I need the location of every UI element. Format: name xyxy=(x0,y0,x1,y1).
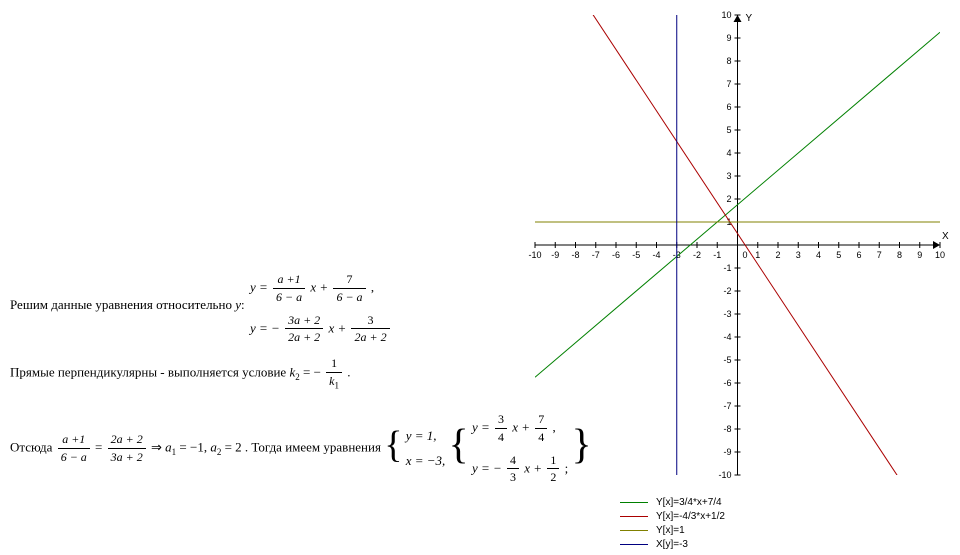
svg-text:-7: -7 xyxy=(723,401,731,411)
system-2a: y = 1, x = −3, xyxy=(406,424,446,472)
svg-text:5: 5 xyxy=(726,125,731,135)
svg-text:-8: -8 xyxy=(723,424,731,434)
legend-swatch xyxy=(620,544,648,545)
svg-text:-4: -4 xyxy=(652,250,660,260)
legend-swatch xyxy=(620,530,648,531)
svg-text:6: 6 xyxy=(856,250,861,260)
svg-text:-6: -6 xyxy=(612,250,620,260)
svg-text:-10: -10 xyxy=(528,250,541,260)
svg-text:4: 4 xyxy=(816,250,821,260)
text-line-2: Прямые перпендикулярны - выполняется усл… xyxy=(10,355,350,392)
svg-text:5: 5 xyxy=(836,250,841,260)
svg-text:-4: -4 xyxy=(723,332,731,342)
svg-text:-2: -2 xyxy=(723,286,731,296)
line3-pre: Отсюда xyxy=(10,440,56,455)
legend-item: Y[x]=3/4*x+7/4 xyxy=(620,495,725,509)
svg-text:X: X xyxy=(942,231,949,242)
svg-text:3: 3 xyxy=(726,171,731,181)
legend-swatch xyxy=(620,502,648,503)
line1-pre: Решим данные уравнения относительно xyxy=(10,297,235,312)
svg-text:2: 2 xyxy=(726,194,731,204)
legend-swatch xyxy=(620,516,648,517)
page: Решим данные уравнения относительно y: y… xyxy=(0,0,960,555)
line1-post: : xyxy=(241,297,245,312)
svg-text:-10: -10 xyxy=(718,470,731,480)
svg-text:-5: -5 xyxy=(723,355,731,365)
svg-text:-1: -1 xyxy=(723,263,731,273)
eq-row-2: y = − 3a + 22a + 2 x + 32a + 2 xyxy=(250,309,392,350)
legend-label: X[y]=-3 xyxy=(656,539,688,550)
chart-legend: Y[x]=3/4*x+7/4 Y[x]=-4/3*x+1/2 Y[x]=1 X[y]=… xyxy=(620,495,725,551)
legend-label: Y[x]=-4/3*x+1/2 xyxy=(656,511,725,522)
legend-label: Y[x]=1 xyxy=(656,525,685,536)
svg-text:9: 9 xyxy=(726,33,731,43)
svg-text:10: 10 xyxy=(935,250,945,260)
svg-text:3: 3 xyxy=(796,250,801,260)
svg-text:0: 0 xyxy=(743,250,748,260)
svg-text:-9: -9 xyxy=(723,447,731,457)
line2-text: Прямые перпендикулярны - выполняется усл… xyxy=(10,364,289,379)
svg-text:9: 9 xyxy=(917,250,922,260)
legend-item: Y[x]=1 xyxy=(620,523,725,537)
legend-item: X[y]=-3 xyxy=(620,537,725,551)
xy-chart: -10-9-8-7-6-5-4-3-2-112345678910-10-9-8-… xyxy=(510,0,960,490)
eq-row-1: y = a +16 − a x + 76 − a , xyxy=(250,268,392,309)
equation-system-1: y = a +16 − a x + 76 − a , y = − 3a + 22… xyxy=(250,268,392,349)
svg-text:8: 8 xyxy=(726,56,731,66)
svg-text:-8: -8 xyxy=(571,250,579,260)
svg-text:6: 6 xyxy=(726,102,731,112)
svg-text:8: 8 xyxy=(897,250,902,260)
svg-text:Y: Y xyxy=(746,13,753,24)
svg-text:-7: -7 xyxy=(592,250,600,260)
svg-text:10: 10 xyxy=(721,10,731,20)
svg-text:2: 2 xyxy=(775,250,780,260)
line3-mid: . Тогда имеем уравнения xyxy=(245,440,384,455)
svg-text:-5: -5 xyxy=(632,250,640,260)
svg-text:7: 7 xyxy=(726,79,731,89)
svg-text:-1: -1 xyxy=(713,250,721,260)
brace-icon: { xyxy=(384,419,402,472)
text-line-1: Решим данные уравнения относительно y: xyxy=(10,296,245,314)
svg-text:4: 4 xyxy=(726,148,731,158)
legend-label: Y[x]=3/4*x+7/4 xyxy=(656,497,722,508)
svg-text:1: 1 xyxy=(755,250,760,260)
legend-item: Y[x]=-4/3*x+1/2 xyxy=(620,509,725,523)
svg-text:7: 7 xyxy=(877,250,882,260)
svg-text:-2: -2 xyxy=(693,250,701,260)
svg-text:-6: -6 xyxy=(723,378,731,388)
svg-text:-3: -3 xyxy=(723,309,731,319)
svg-text:-9: -9 xyxy=(551,250,559,260)
text-line-3: Отсюда a +16 − a = 2a + 23a + 2 ⇒ a1 = −… xyxy=(10,408,592,489)
brace-icon: { xyxy=(449,416,469,475)
